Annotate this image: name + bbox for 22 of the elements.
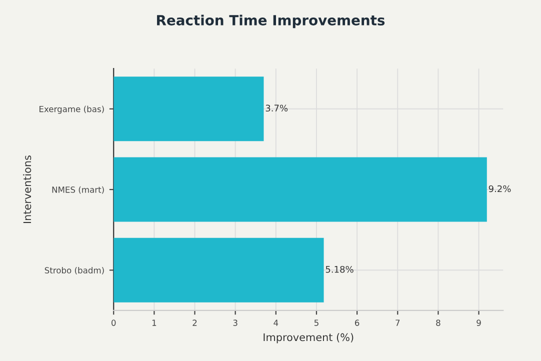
x-tick-label: 3 xyxy=(233,320,238,326)
bar xyxy=(114,76,264,142)
x-tick-label: 2 xyxy=(192,320,197,326)
x-axis-title: Improvement (%) xyxy=(264,333,354,344)
x-tick-label: 4 xyxy=(274,320,278,326)
x-tick-label: 0 xyxy=(112,320,116,326)
y-axis-title: Interventions xyxy=(23,156,32,224)
x-tick-label: 6 xyxy=(354,320,360,326)
data-label: 5.18% xyxy=(326,266,354,273)
y-tick-label: Strobo (badm) xyxy=(44,266,104,274)
x-tick-label: 5 xyxy=(314,320,318,326)
data-label: 3.7% xyxy=(266,104,288,112)
x-tick-label: 8 xyxy=(436,320,440,326)
data-label: 9.2% xyxy=(488,185,511,192)
chart-title: Reaction Time Improvements xyxy=(157,14,385,28)
y-tick-label: Exergame (bas) xyxy=(40,106,104,114)
y-tick-label: NMES (mart) xyxy=(52,186,104,194)
bar xyxy=(114,238,324,302)
x-tick-label: 9 xyxy=(476,320,481,326)
x-tick-label: 7 xyxy=(396,320,400,326)
x-tick-label: 1 xyxy=(152,320,156,326)
bar xyxy=(114,157,487,222)
